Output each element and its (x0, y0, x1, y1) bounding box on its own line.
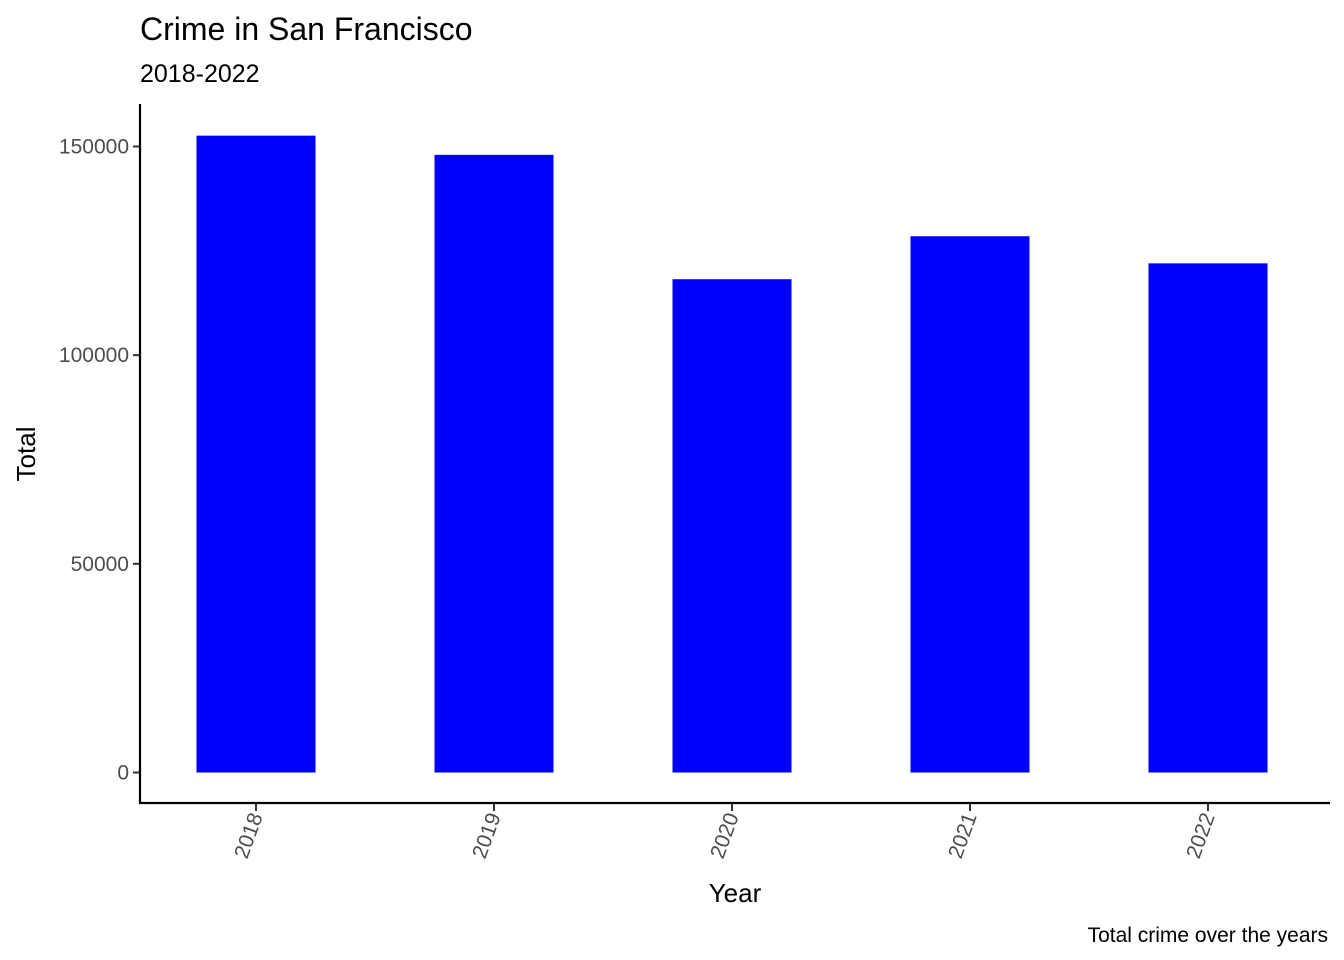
x-tick-label: 2018 (230, 810, 268, 862)
bar-2021 (910, 236, 1030, 773)
x-tick-label: 2021 (944, 810, 982, 862)
bar-2020 (672, 279, 792, 773)
chart-caption: Total crime over the years (1088, 924, 1328, 947)
chart-subtitle: 2018-2022 (140, 60, 260, 88)
x-tick-label: 2022 (1182, 810, 1220, 862)
y-axis-title: Total (11, 427, 41, 482)
bar-2018 (196, 135, 316, 773)
y-tick-label: 150000 (59, 136, 129, 159)
x-axis-title: Year (709, 878, 762, 908)
y-tick-label: 100000 (59, 344, 129, 367)
x-tick-label: 2020 (706, 810, 744, 862)
chart-title: Crime in San Francisco (140, 11, 473, 47)
y-tick-label: 0 (117, 762, 129, 785)
x-tick-label: 2019 (468, 810, 506, 862)
bars (196, 135, 1268, 773)
y-axis-ticks: 0 50000 100000 150000 (59, 136, 140, 785)
x-axis-ticks: 2018 2019 2020 2021 2022 (230, 803, 1220, 862)
y-tick-label: 50000 (71, 553, 129, 576)
bar-2022 (1148, 263, 1268, 773)
bar-2019 (434, 154, 554, 773)
